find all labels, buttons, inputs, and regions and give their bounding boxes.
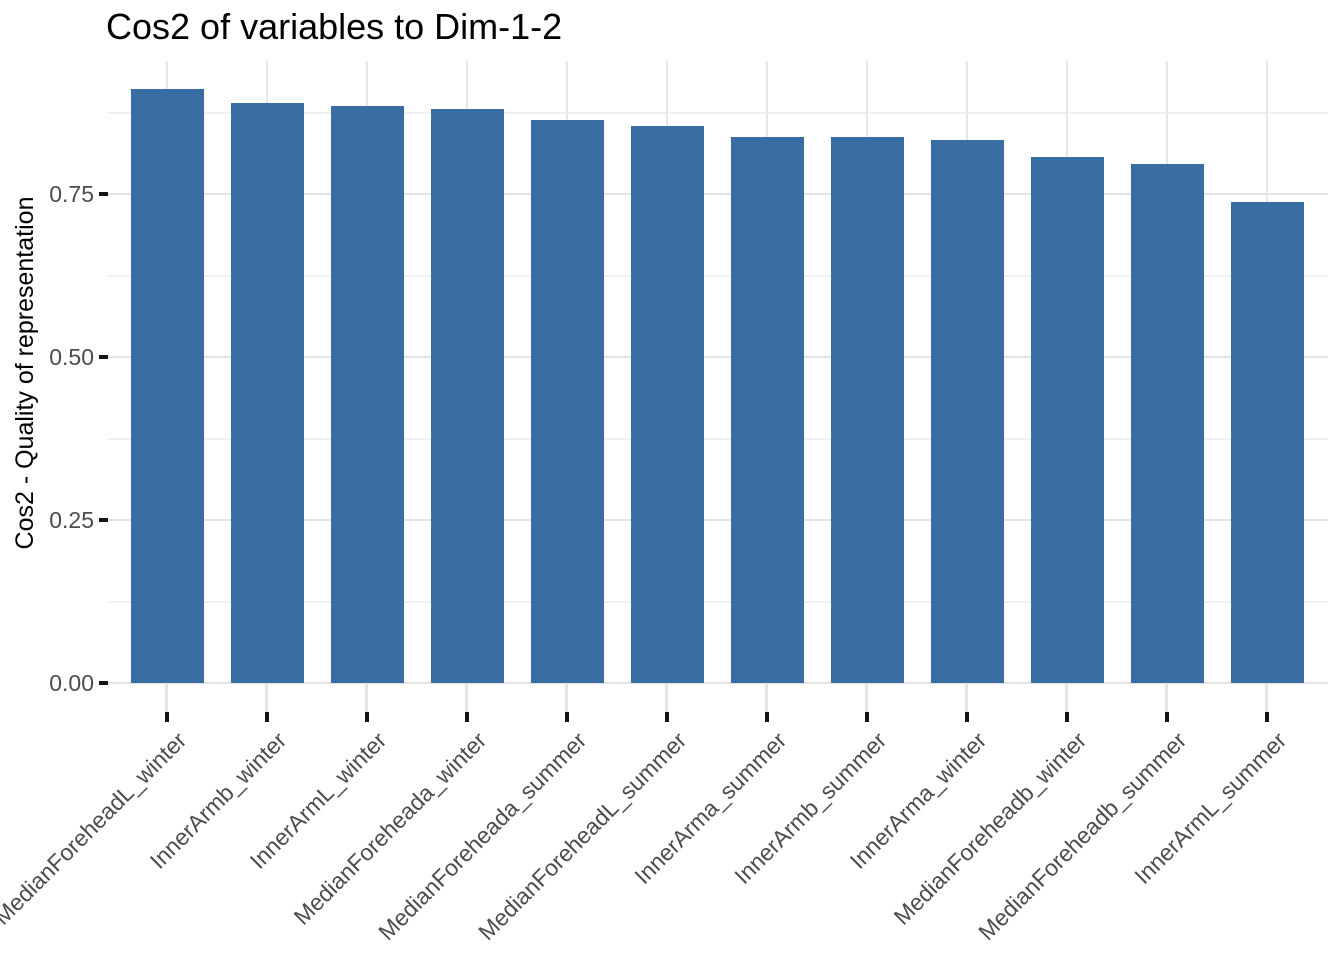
bar	[130, 89, 204, 683]
x-tick-label: MedianForeheada_summer	[373, 727, 592, 946]
h-gridline-minor	[107, 111, 1328, 114]
x-tick-label: InnerArma_winter	[844, 727, 992, 874]
y-tick-mark	[99, 355, 108, 359]
x-tick-mark	[665, 712, 669, 722]
x-tick-mark	[865, 712, 869, 722]
x-tick-stub	[565, 683, 568, 712]
h-gridline-major	[107, 356, 1328, 358]
bar	[530, 120, 604, 683]
x-tick-mark	[1065, 712, 1069, 722]
h-gridline-major	[107, 682, 1328, 684]
x-tick-stub	[865, 683, 868, 712]
x-tick-label: InnerArmb_summer	[729, 727, 892, 890]
bar	[830, 137, 904, 683]
x-tick-stub	[665, 683, 668, 712]
x-tick-stub	[465, 683, 468, 712]
bar	[330, 106, 404, 683]
plot-panel	[107, 61, 1328, 684]
h-gridline-major	[107, 193, 1328, 195]
x-tick-stub	[965, 683, 968, 712]
x-tick-stub	[365, 683, 368, 712]
bar	[630, 126, 704, 683]
y-tick-label: 0.75	[49, 181, 94, 207]
x-tick-mark	[565, 712, 569, 722]
x-tick-stub	[765, 683, 768, 712]
h-gridline-major	[107, 519, 1328, 521]
y-tick-mark	[99, 192, 108, 196]
x-tick-stub	[265, 683, 268, 712]
y-tick-label: 0.50	[49, 344, 94, 370]
x-tick-label: MedianForeheadL_summer	[473, 727, 692, 946]
x-tick-mark	[365, 712, 369, 722]
x-tick-label: InnerArma_summer	[629, 727, 792, 890]
x-tick-mark	[765, 712, 769, 722]
h-gridline-minor	[107, 437, 1328, 440]
x-tick-label: MedianForeheadb_winter	[888, 727, 1092, 930]
bar	[730, 137, 804, 683]
x-tick-label: MedianForeheadb_summer	[973, 727, 1192, 946]
y-tick-mark	[99, 518, 108, 522]
y-tick-mark	[99, 681, 108, 685]
x-tick-label: MedianForeheada_winter	[288, 727, 492, 930]
x-tick-stub	[1165, 683, 1168, 712]
x-tick-mark	[965, 712, 969, 722]
chart-title: Cos2 of variables to Dim-1-2	[106, 6, 563, 47]
x-tick-mark	[1265, 712, 1269, 722]
bar	[1030, 157, 1104, 683]
bar	[1230, 202, 1304, 683]
h-gridline-minor	[107, 274, 1328, 277]
x-tick-mark	[265, 712, 269, 722]
x-tick-mark	[1165, 712, 1169, 722]
x-tick-mark	[165, 712, 169, 722]
bar	[930, 140, 1004, 683]
bar	[230, 103, 304, 683]
bar	[1130, 164, 1204, 683]
y-tick-label: 0.25	[49, 507, 94, 533]
bar	[430, 109, 504, 683]
x-tick-mark	[465, 712, 469, 722]
x-tick-label: InnerArmL_winter	[244, 727, 392, 874]
y-tick-label: 0.00	[49, 670, 94, 696]
y-axis-title: Cos2 - Quality of representation	[11, 196, 39, 550]
x-tick-stub	[165, 683, 168, 712]
x-tick-label: InnerArmL_summer	[1129, 727, 1292, 890]
x-tick-stub	[1065, 683, 1068, 712]
x-tick-stub	[1265, 683, 1268, 712]
h-gridline-minor	[107, 600, 1328, 603]
